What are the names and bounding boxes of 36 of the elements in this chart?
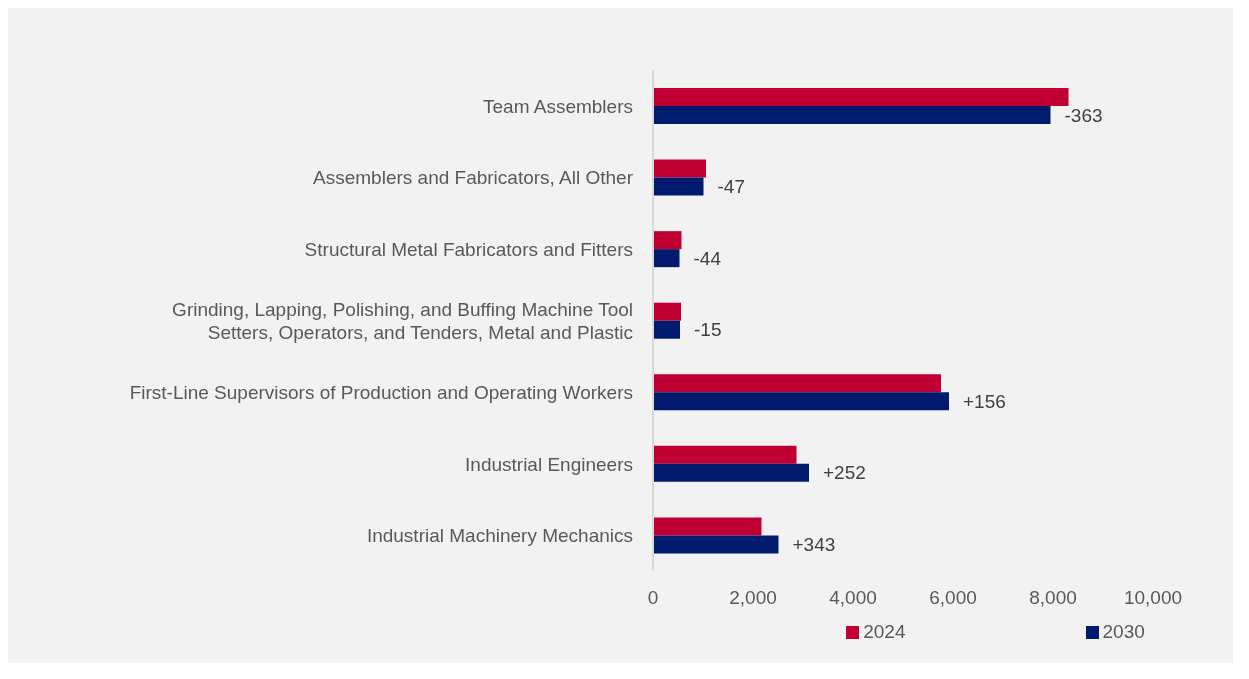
x-tick-label: 4,000	[829, 587, 877, 609]
annotation: +252	[823, 462, 866, 484]
bar	[653, 320, 680, 339]
y-tick-label: Industrial Machinery Mechanics	[366, 524, 633, 546]
bar	[653, 517, 762, 536]
annotation: -363	[1064, 104, 1103, 126]
x-tick-label: 2,000	[729, 587, 777, 609]
legend-label: 2024	[863, 621, 906, 642]
bar	[653, 374, 941, 393]
y-tick-label: Industrial Engineers	[465, 453, 633, 475]
bar	[653, 177, 704, 196]
x-tick-label: 0	[647, 587, 659, 609]
bar	[653, 249, 680, 268]
annotation: -44	[693, 247, 722, 269]
bar	[653, 88, 1069, 106]
annotation: +343	[792, 533, 836, 555]
legend-label: 2030	[1102, 621, 1145, 642]
bar	[653, 302, 681, 321]
y-tick-label: Grinding, Lapping, Polishing, and Buffing Machine Tool Setters, Operators, and Tenders, Metal and Plastic	[172, 298, 633, 343]
bar	[653, 392, 949, 411]
y-tick-label: First-Line Supervisors of Production and Operating Workers	[129, 381, 633, 403]
bar	[653, 445, 797, 464]
annotation: +156	[963, 390, 1006, 412]
y-tick-label: Assemblers and Fabricators, All Other	[313, 166, 634, 188]
bar	[653, 535, 779, 554]
annotation: -47	[717, 176, 745, 198]
bar	[653, 231, 682, 250]
x-tick-label: 10,000	[1123, 587, 1183, 609]
y-tick-label: Team Assemblers	[483, 95, 633, 117]
y-tick-label: Structural Metal Fabricators and Fitters	[304, 238, 633, 260]
annotation: -15	[694, 319, 722, 341]
x-tick-label: 8,000	[1029, 587, 1077, 609]
x-tick-label: 6,000	[929, 587, 977, 609]
bar	[653, 106, 1051, 124]
bar	[653, 463, 809, 482]
bar	[653, 159, 706, 178]
